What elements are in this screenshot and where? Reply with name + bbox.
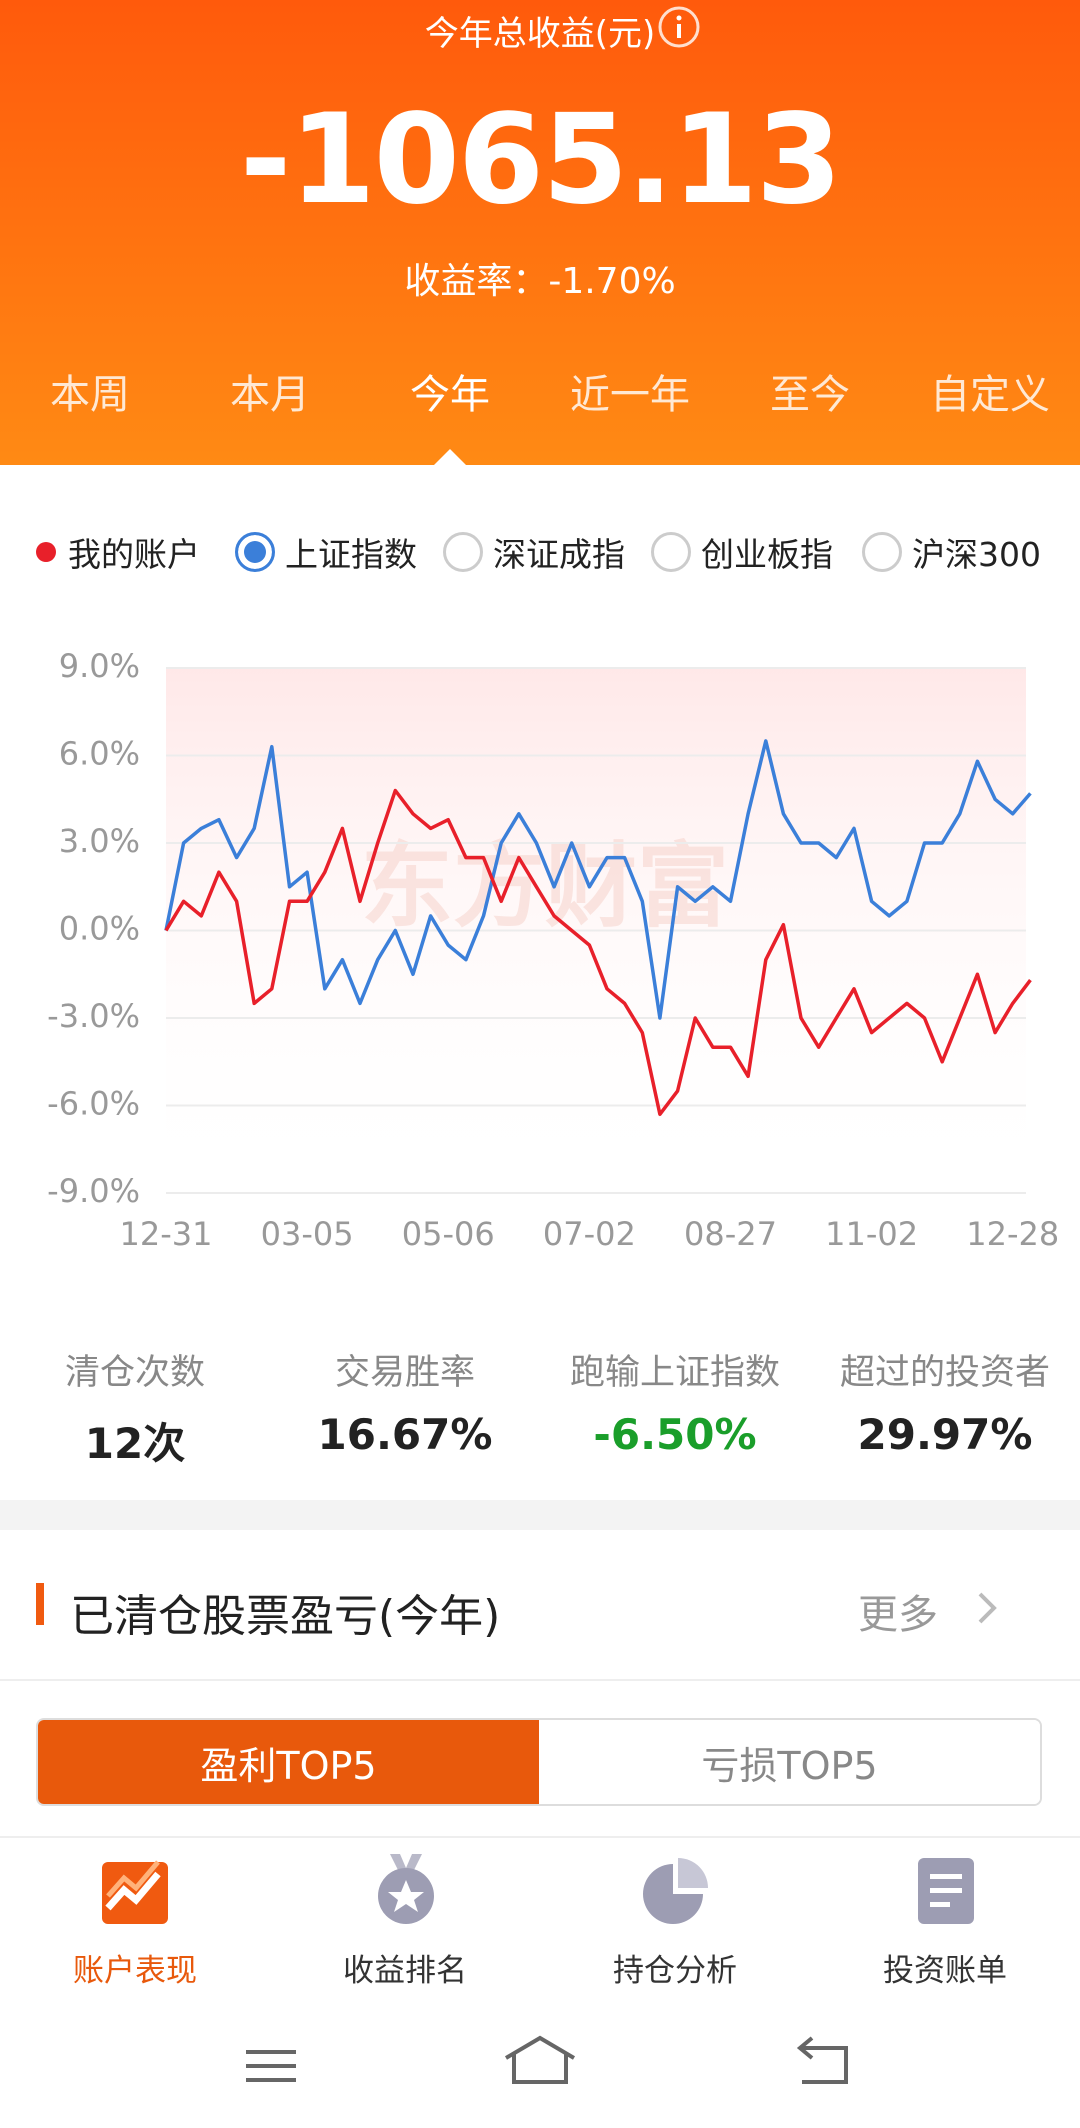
rate-label: 收益率：	[404, 261, 549, 302]
nav-icon-holding	[643, 1858, 708, 1924]
title-text: 今年总收益(元)	[424, 14, 656, 54]
y-tick-label: 0.0%	[59, 910, 140, 948]
x-tick-label: 07-02	[543, 1215, 636, 1253]
x-tick-label: 08-27	[684, 1215, 777, 1253]
x-tick-label: 03-05	[261, 1215, 354, 1253]
system-nav	[246, 2035, 848, 2084]
y-tick-label: -9.0%	[47, 1172, 140, 1210]
nav-icon-bill	[918, 1858, 974, 1924]
y-tick-label: 9.0%	[59, 647, 140, 685]
legend-label: 深证成指	[493, 535, 625, 574]
nav-icon-performance	[102, 1860, 168, 1924]
x-tick-label: 12-28	[966, 1215, 1059, 1253]
legend-label: 我的账户	[68, 535, 200, 574]
legend-item[interactable]: 创业板指	[651, 528, 833, 576]
toggle-button[interactable]: 亏损TOP5	[539, 1720, 1040, 1804]
rate-row: 收益率：-1.70%	[0, 252, 1080, 304]
legend-radio	[235, 532, 275, 572]
legend-radio	[862, 532, 902, 572]
nav-label[interactable]: 持仓分析	[613, 1953, 737, 1989]
y-tick-label: -3.0%	[47, 997, 140, 1035]
stat-value: -6.50%	[593, 1410, 757, 1459]
legend-label: 沪深300	[912, 535, 1041, 574]
chart: 东方财富 -9.0% -6.0% -3.0% 0.0% 3.0% 6.0% 9.0% 12-31…	[47, 647, 1059, 1253]
section-bar	[36, 1583, 44, 1625]
total-income: -1065.13	[239, 88, 842, 232]
info-icon[interactable]	[657, 5, 701, 49]
toggle-button[interactable]: 盈利TOP5	[38, 1720, 539, 1804]
y-tick-label: -6.0%	[47, 1085, 140, 1123]
toggle: 盈利TOP5 亏损TOP5	[36, 1718, 1042, 1806]
legend-radio	[651, 532, 691, 572]
stat-label: 交易胜率	[334, 1353, 475, 1393]
rate-value: -1.70%	[548, 261, 676, 302]
period-tab[interactable]: 自定义	[930, 372, 1050, 418]
watermark: 东方财富	[361, 833, 729, 940]
period-tab[interactable]: 本月	[230, 372, 310, 418]
legend-item[interactable]: 上证指数	[235, 528, 417, 576]
header-title: 今年总收益(元)	[0, 6, 1080, 55]
stat-value: 29.97%	[857, 1410, 1033, 1459]
period-tab[interactable]: 今年	[410, 372, 490, 418]
period-tab[interactable]: 近一年	[570, 372, 690, 418]
legend-dot	[36, 542, 56, 562]
nav-label[interactable]: 账户表现	[73, 1953, 197, 1989]
legend-item[interactable]: 深证成指	[443, 528, 625, 576]
legend-item[interactable]: 沪深300	[862, 528, 1041, 576]
series-line	[164, 788, 1032, 1117]
y-tick-label: 3.0%	[59, 822, 140, 860]
series-line	[164, 739, 1032, 1020]
stat-label: 超过的投资者	[839, 1353, 1050, 1393]
separator	[0, 1500, 1080, 1530]
nav-icon-rank	[378, 1854, 434, 1924]
legend-label: 上证指数	[285, 535, 417, 574]
stat-label: 跑输上证指数	[569, 1353, 780, 1393]
period-tab[interactable]: 至今	[770, 372, 850, 418]
legend: 我的账户 上证指数 深证成指 创业板指 沪深300	[0, 528, 1080, 576]
x-tick-label: 05-06	[402, 1215, 495, 1253]
period-tab[interactable]: 本周	[50, 372, 130, 418]
nav-label[interactable]: 投资账单	[883, 1953, 1007, 1989]
x-tick-label: 11-02	[825, 1215, 918, 1253]
legend-label: 创业板指	[701, 535, 833, 574]
stat-value: 16.67%	[317, 1410, 493, 1459]
divider	[0, 1679, 1080, 1681]
stat-label: 清仓次数	[64, 1353, 205, 1393]
more-link[interactable]: 更多	[858, 1592, 938, 1638]
y-tick-label: 6.0%	[59, 735, 140, 773]
chevron	[978, 1592, 997, 1624]
x-tick-label: 12-31	[120, 1215, 213, 1253]
section-title: 已清仓股票盈亏(今年)	[70, 1591, 501, 1642]
legend-radio	[443, 532, 483, 572]
divider	[0, 1836, 1080, 1838]
header: 今年总收益(元) -1065.13 收益率：-1.70% 本周 本月 今年 近一年 至今…	[0, 0, 1080, 465]
nav-label[interactable]: 收益排名	[343, 1953, 467, 1989]
stat-value: 12次	[84, 1419, 186, 1468]
legend-item[interactable]: 我的账户	[36, 528, 200, 576]
tab-indicator	[434, 449, 466, 465]
